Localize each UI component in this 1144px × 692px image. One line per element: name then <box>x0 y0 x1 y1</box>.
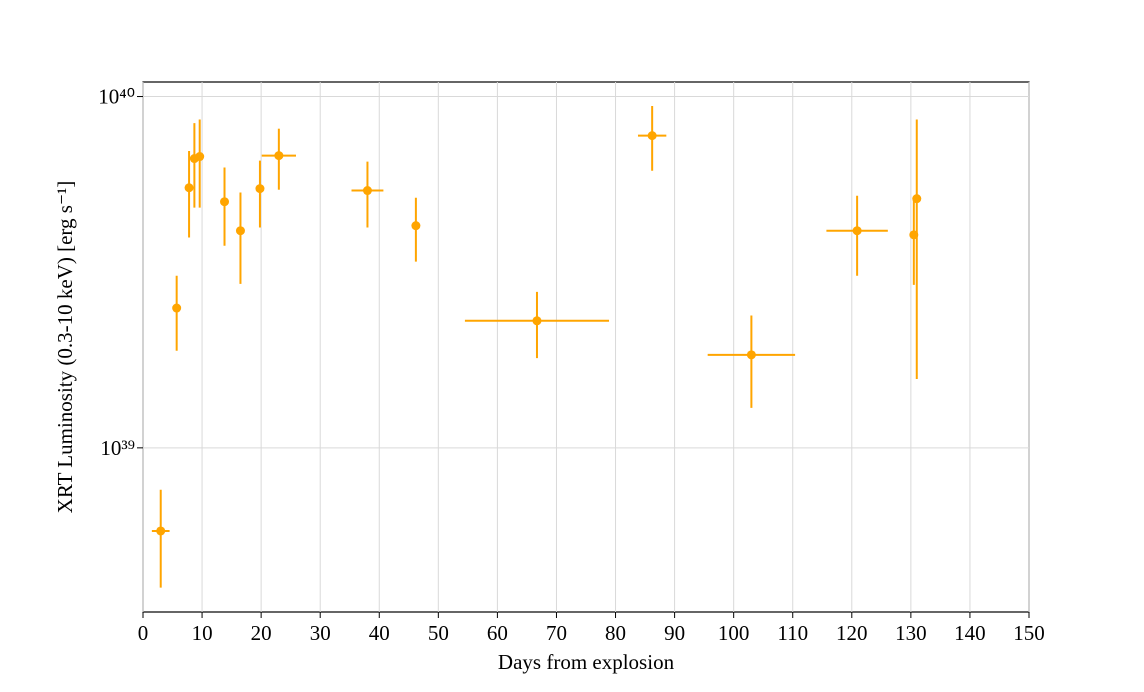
data-point <box>852 226 862 236</box>
data-point <box>746 350 756 360</box>
data-point <box>220 197 230 207</box>
x-tick-label: 110 <box>777 621 808 645</box>
data-point <box>362 186 372 196</box>
x-tick-label: 60 <box>487 621 508 645</box>
x-tick-label: 10 <box>192 621 213 645</box>
x-tick-label: 140 <box>954 621 986 645</box>
x-tick-label: 0 <box>138 621 149 645</box>
y-tick-label: 10³⁹ <box>100 436 135 460</box>
x-tick-label: 20 <box>251 621 272 645</box>
data-point <box>532 316 542 326</box>
data-point <box>184 183 194 193</box>
x-tick-label: 100 <box>718 621 750 645</box>
y-tick-label: 10⁴⁰ <box>98 85 135 109</box>
x-tick-label: 130 <box>895 621 927 645</box>
x-tick-label: 70 <box>546 621 567 645</box>
x-axis-label: Days from explosion <box>498 650 675 674</box>
x-tick-label: 90 <box>664 621 685 645</box>
plot-frame <box>142 81 1030 613</box>
data-point <box>195 152 205 162</box>
data-point <box>912 194 922 204</box>
x-tick-label: 150 <box>1013 621 1045 645</box>
data-point <box>235 226 245 236</box>
x-tick-label: 80 <box>605 621 626 645</box>
data-point <box>274 151 284 161</box>
x-tick-label: 30 <box>310 621 331 645</box>
y-axis-label: XRT Luminosity (0.3-10 keV) [erg s⁻¹] <box>53 181 77 514</box>
x-tick-label: 120 <box>836 621 868 645</box>
data-point <box>255 184 265 194</box>
data-point <box>156 526 166 536</box>
data-point <box>172 303 182 313</box>
x-tick-label: 50 <box>428 621 449 645</box>
data-point <box>647 131 657 141</box>
data-point <box>411 221 421 231</box>
x-tick-label: 40 <box>369 621 390 645</box>
